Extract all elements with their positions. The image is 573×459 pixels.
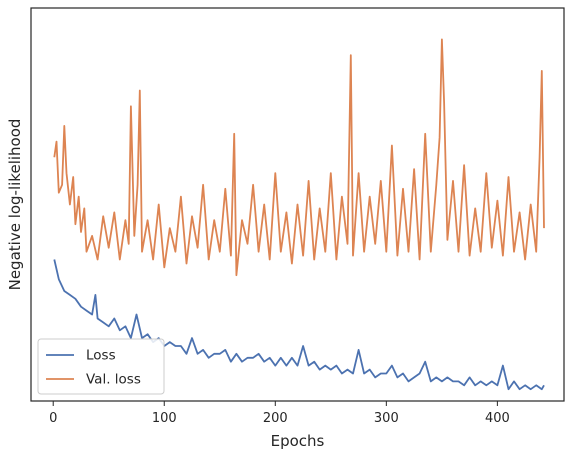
series-line-loss: [53, 259, 545, 391]
x-tick-label: 300: [374, 411, 399, 426]
x-axis-label: Epochs: [271, 432, 325, 450]
series-line-val-loss: [53, 38, 545, 277]
x-tick-label: 400: [485, 411, 510, 426]
plot-frame: [30, 7, 565, 402]
legend: Loss Val. loss: [37, 338, 165, 395]
x-tick-label: 0: [49, 411, 57, 426]
legend-frame: [37, 338, 165, 395]
x-tick-label: 100: [152, 411, 177, 426]
legend-label-loss: Loss: [86, 348, 116, 364]
y-axis-label: Negative log-likelihood: [6, 119, 24, 291]
x-axis-ticks: 0 100 200 300 400: [49, 401, 510, 426]
x-tick-label: 200: [263, 411, 288, 426]
legend-label-val-loss: Val. loss: [86, 372, 141, 388]
series-layer: [53, 38, 545, 391]
